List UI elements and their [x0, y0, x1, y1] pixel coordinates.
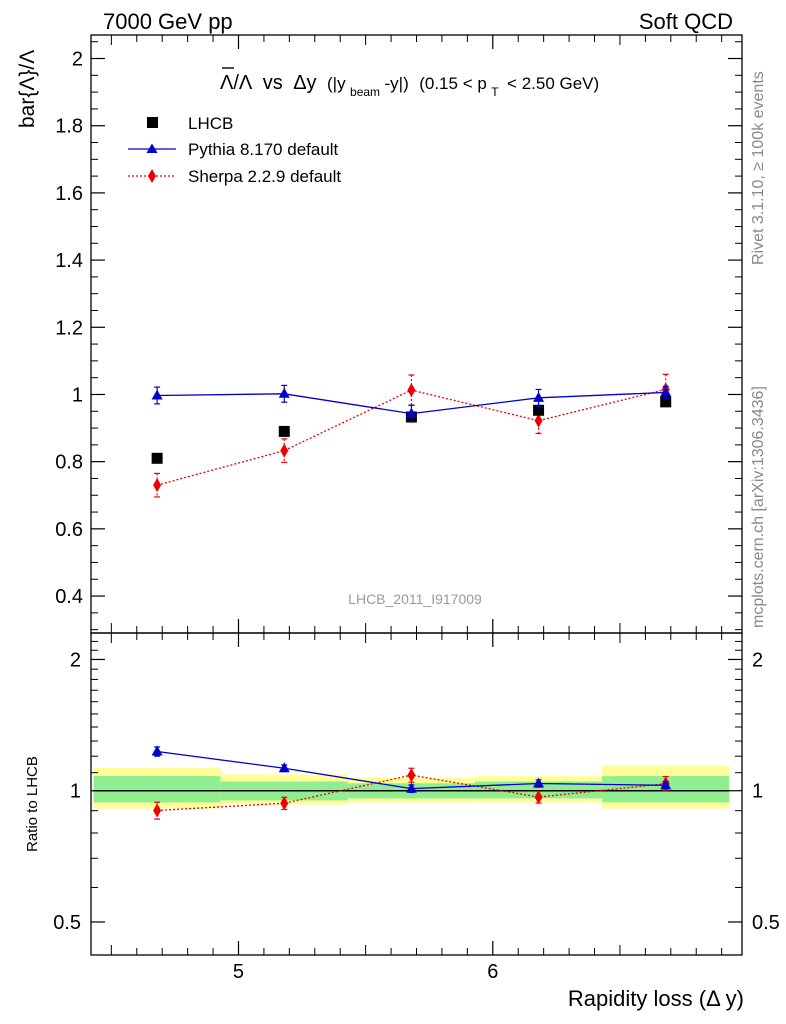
main-sherpa-point	[407, 383, 416, 398]
legend-marker-lhcb	[147, 117, 158, 128]
ratio-sherpa-point	[407, 768, 416, 783]
ratio-y-tick-label: 1	[70, 781, 81, 803]
ratio-green-band	[474, 781, 603, 799]
ratio-y-tick-label-right: 1	[752, 781, 763, 803]
header-energy-label: 7000 GeV pp	[103, 9, 233, 34]
legend-label-lhcb: LHCB	[188, 114, 233, 133]
main-lhcb-point	[151, 452, 163, 464]
ratio-sherpa-point	[153, 803, 162, 818]
ratio-y-tick-label-right: 0.5	[752, 912, 780, 934]
title-y-expr-close: -y|)	[385, 74, 409, 93]
main-y-tick-label: 1	[72, 384, 83, 406]
ratio-pythia-point	[533, 777, 545, 788]
main-pythia-point	[660, 386, 672, 397]
ratio-y-tick-label-right: 2	[752, 649, 763, 671]
ratio-pythia-point	[405, 782, 417, 793]
x-tick-label: 6	[487, 961, 498, 983]
title-pt-sub: T	[491, 85, 499, 99]
legend-marker-sherpa	[148, 169, 156, 183]
ratio-green-band	[93, 776, 221, 803]
main-lhcb-point	[660, 396, 672, 408]
main-y-tick-label: 0.4	[55, 586, 83, 608]
main-pythia-point	[151, 389, 163, 400]
main-y-tick-label: 1.8	[55, 116, 83, 138]
legend: LHCB Pythia 8.170 default Sherpa 2.2.9 d…	[128, 114, 341, 186]
axes-layer: 0.4 0.6 0.8 1 1.2 1.4 1.6 1.8 2 5 6 0.5 0.5 1 1 2 2	[53, 34, 780, 983]
main-y-axis-title: bar{Λ}/Λ	[16, 50, 39, 128]
main-y-tick-label: 1.2	[55, 317, 83, 339]
main-y-tick-label: 0.8	[55, 452, 83, 474]
main-sherpa-point	[153, 478, 162, 493]
main-pythia-point	[533, 391, 545, 402]
ratio-sherpa-point	[280, 796, 289, 811]
title-ratio: Λ/Λ	[220, 72, 253, 94]
ratio-y-tick-label: 2	[70, 649, 81, 671]
x-tick-label: 5	[233, 961, 244, 983]
mcplots-credit-label: mcplots.cern.ch [arXiv:1306.3436]	[750, 386, 767, 628]
ratio-pythia-point	[278, 762, 290, 773]
analysis-watermark: LHCB_2011_I917009	[348, 591, 482, 607]
ratio-plot-layer	[151, 745, 672, 820]
ratio-pythia-point	[660, 779, 672, 790]
main-y-tick-label: 1.4	[55, 250, 83, 272]
title-vs: vs	[263, 72, 283, 94]
main-y-tick-label: 1.6	[55, 183, 83, 205]
main-sherpa-point	[534, 413, 543, 428]
main-lhcb-point	[278, 425, 290, 437]
rivet-version-label: Rivet 3.1.10, ≥ 100k events	[750, 71, 767, 265]
x-axis-title: Rapidity loss (Δ y)	[568, 986, 744, 1011]
header-category-label: Soft QCD	[639, 9, 733, 34]
title-pt-close: < 2.50 GeV)	[507, 74, 599, 93]
legend-marker-pythia	[146, 143, 158, 153]
ratio-sherpa-point	[534, 790, 543, 805]
main-y-tick-label: 2	[72, 49, 83, 71]
main-plot-series-layer	[151, 373, 672, 498]
title-pt-open: (0.15 < p	[419, 74, 487, 93]
title-y-expr-open: (|y	[327, 74, 346, 93]
ratio-pythia-point	[151, 745, 163, 756]
ratio-y-tick-label: 0.5	[53, 912, 81, 934]
legend-label-pythia: Pythia 8.170 default	[188, 140, 339, 159]
main-sherpa-point	[280, 443, 289, 458]
title-y-expr-sub: beam	[350, 85, 380, 99]
title-delta-y: Δy	[293, 72, 316, 94]
legend-label-sherpa: Sherpa 2.2.9 default	[188, 167, 341, 186]
ratio-y-axis-title: Ratio to LHCB	[24, 756, 41, 852]
svg-text:Λ/Λ vs Δy (|: Λ/Λ vs Δy (|y beam -y|) (0.15 < p T < 2.…	[220, 72, 599, 100]
main-plot-title: Λ/Λ vs Δy (|y beam -y|) (0.15 < p T < 2.…	[220, 67, 599, 100]
main-y-tick-label: 0.6	[55, 519, 83, 541]
main-pythia-point	[405, 407, 417, 418]
main-lhcb-point	[533, 404, 545, 416]
main-pythia-point	[278, 387, 290, 398]
